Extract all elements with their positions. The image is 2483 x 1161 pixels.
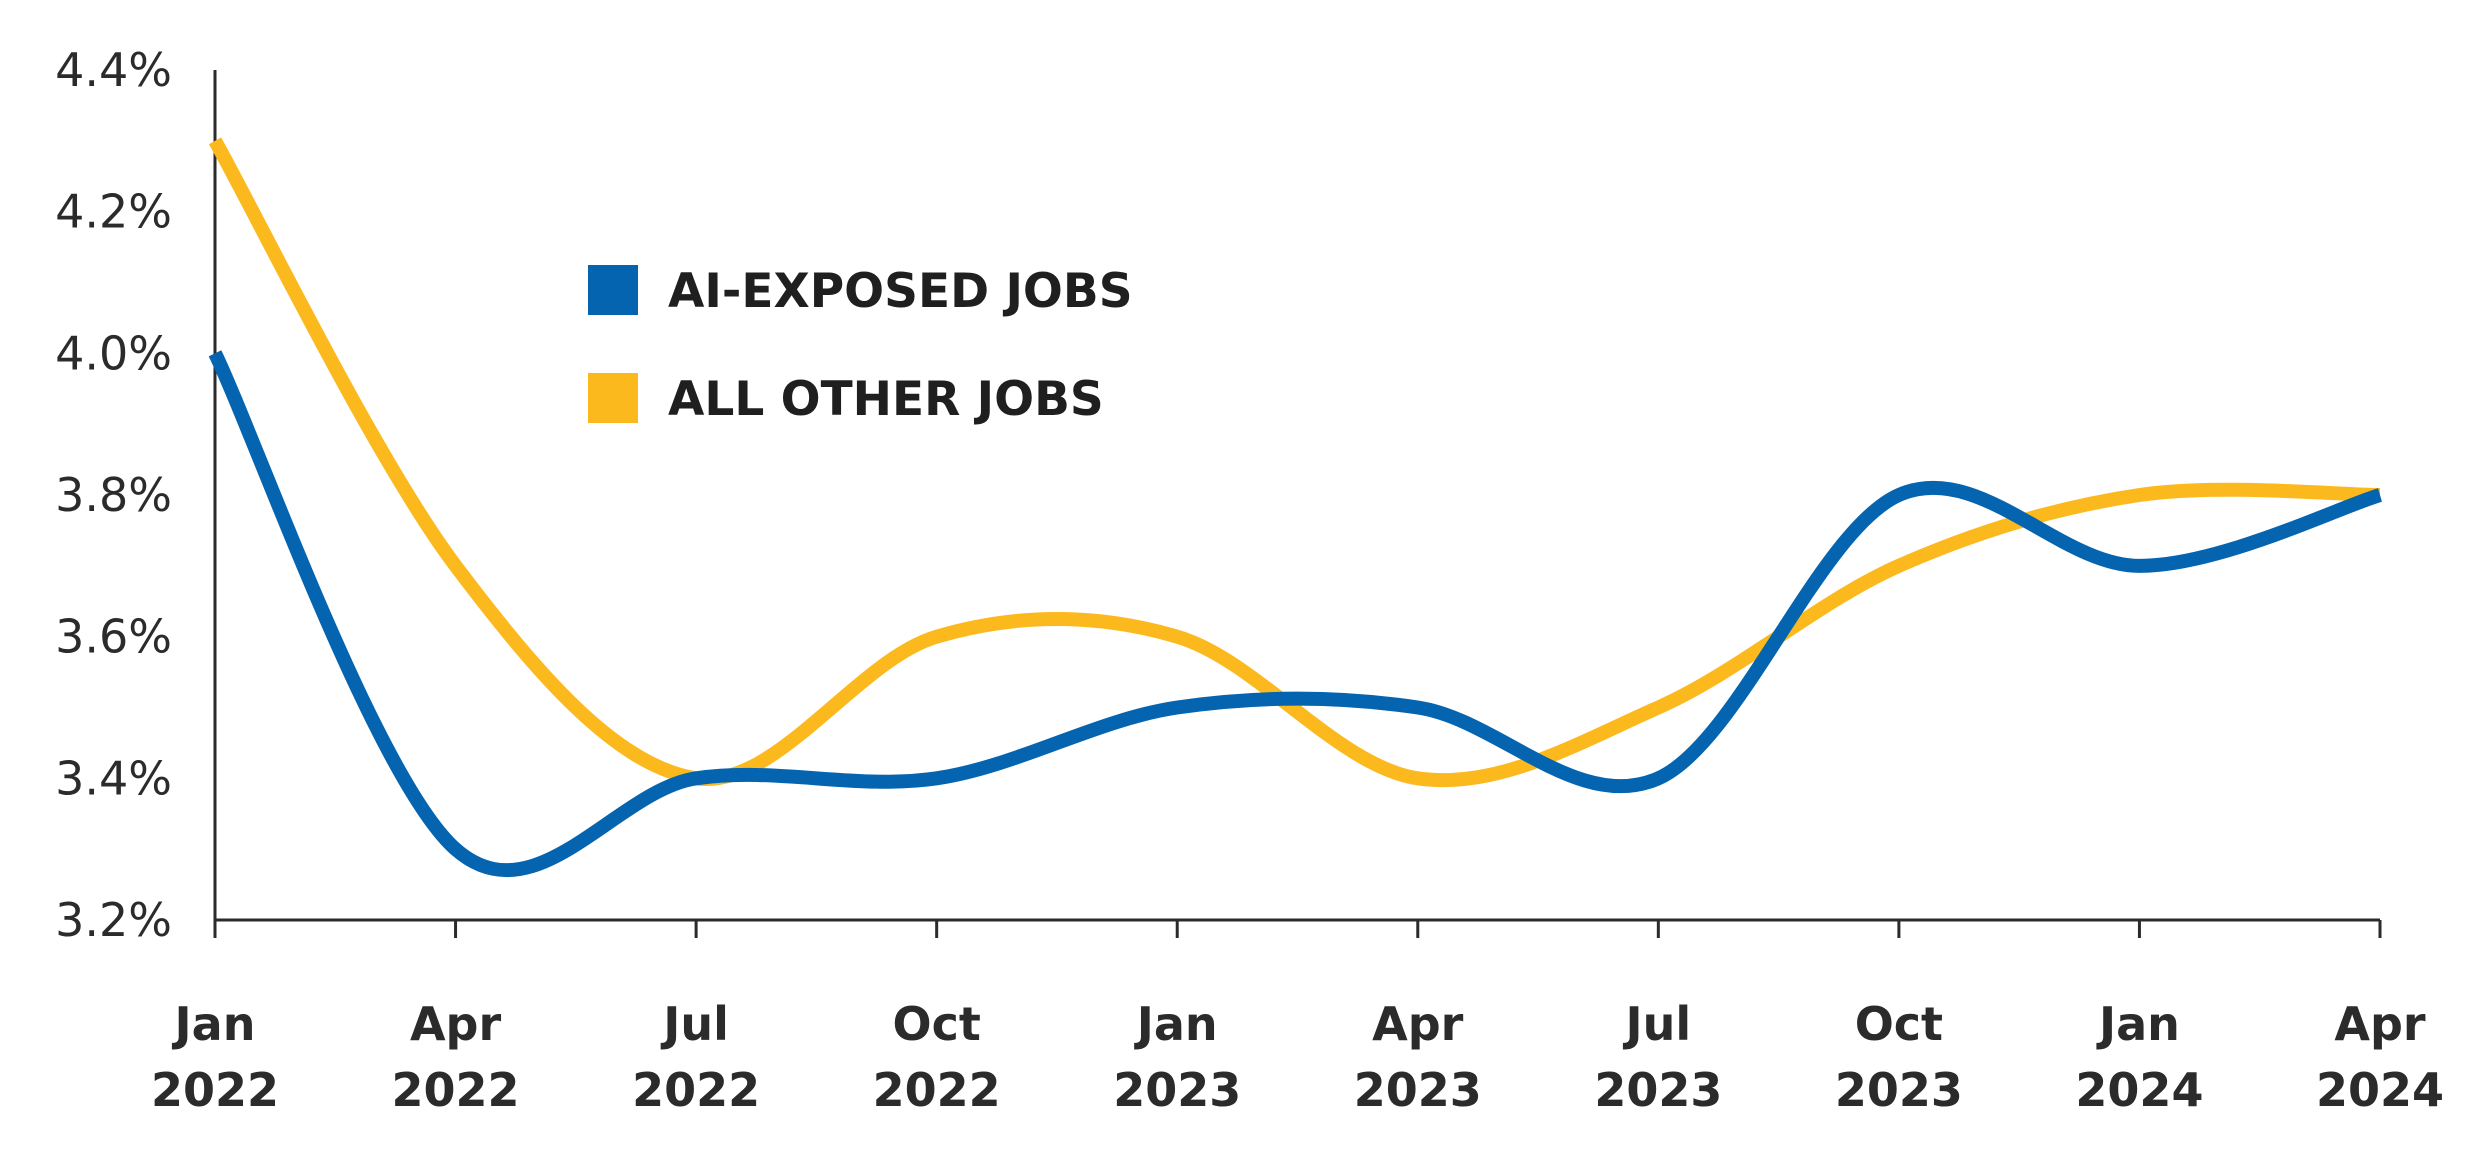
data-point-all-other-jobs bbox=[215, 140, 216, 141]
series-line-all-other-jobs bbox=[208, 137, 2381, 788]
data-point-all-other-jobs bbox=[2139, 495, 2140, 496]
x-tick-label-year: 2023 bbox=[1835, 1063, 1963, 1117]
x-tick-label: Oct 2022 bbox=[873, 997, 1001, 1117]
data-point-all-other-jobs bbox=[1898, 565, 1899, 566]
x-tick-label-month: Jul bbox=[1623, 997, 1692, 1051]
x-tick-label: Jan 2023 bbox=[1113, 997, 1241, 1117]
x-tick-label-year: 2022 bbox=[392, 1063, 520, 1117]
x-tick-label-month: Jan bbox=[172, 997, 256, 1051]
x-tick-label-year: 2024 bbox=[2075, 1063, 2203, 1117]
x-tick-label-month: Apr bbox=[1372, 997, 1464, 1051]
x-tick-label-month: Oct bbox=[1855, 997, 1943, 1051]
data-point-ai-exposed-jobs bbox=[2380, 495, 2381, 496]
x-tick-label-month: Apr bbox=[410, 997, 502, 1051]
data-point-ai-exposed-jobs bbox=[1417, 707, 1418, 708]
x-axis: Jan 2022 Apr 2022 Jul 2022 Oct 2022 Jan 2023 Apr 20… bbox=[151, 918, 2444, 1117]
data-point-ai-exposed-jobs bbox=[1658, 778, 1659, 779]
x-tick-label: Jul 2022 bbox=[632, 997, 760, 1117]
y-tick-label: 3.8% bbox=[55, 468, 172, 522]
x-tick-label-year: 2022 bbox=[632, 1063, 760, 1117]
x-tick-label-year: 2023 bbox=[1354, 1063, 1482, 1117]
legend-label: AI-EXPOSED JOBS bbox=[668, 264, 1133, 319]
x-tick-label-month: Oct bbox=[892, 997, 980, 1051]
x-tick-label-month: Jul bbox=[660, 997, 729, 1051]
x-tick-label-year: 2023 bbox=[1113, 1063, 1241, 1117]
legend-item: AI-EXPOSED JOBS bbox=[588, 264, 1133, 319]
data-point-ai-exposed-jobs bbox=[455, 849, 456, 850]
data-point-all-other-jobs bbox=[1177, 636, 1178, 637]
y-axis: 3.2% 3.4% 3.6% 3.8% 4.0% 4.2% 4.4% bbox=[55, 43, 217, 947]
y-tick-label: 3.4% bbox=[55, 751, 172, 805]
legend-label: ALL OTHER JOBS bbox=[668, 372, 1104, 427]
x-tick-label: Oct 2023 bbox=[1835, 997, 1963, 1117]
data-point-all-other-jobs bbox=[1417, 778, 1418, 779]
x-tick-label-year: 2023 bbox=[1594, 1063, 1722, 1117]
data-point-all-other-jobs bbox=[1658, 707, 1659, 708]
x-tick-label-month: Jan bbox=[2096, 997, 2180, 1051]
data-point-all-other-jobs bbox=[936, 636, 937, 637]
legend-item: ALL OTHER JOBS bbox=[588, 372, 1104, 427]
x-tick-label: Apr 2022 bbox=[392, 997, 520, 1117]
y-tick-label: 4.0% bbox=[55, 326, 172, 380]
x-tick-label: Jan 2022 bbox=[151, 997, 279, 1117]
x-tick-label-month: Jan bbox=[1134, 997, 1218, 1051]
x-tick-label: Apr 2024 bbox=[2316, 997, 2444, 1117]
x-tick-label: Jul 2023 bbox=[1594, 997, 1722, 1117]
data-point-ai-exposed-jobs bbox=[215, 353, 216, 354]
x-tick-label: Apr 2023 bbox=[1354, 997, 1482, 1117]
data-point-ai-exposed-jobs bbox=[1898, 495, 1899, 496]
x-tick-label: Jan 2024 bbox=[2075, 997, 2203, 1117]
x-tick-label-month: Apr bbox=[2334, 997, 2426, 1051]
x-tick-label-year: 2022 bbox=[151, 1063, 279, 1117]
series-line-ai-exposed-jobs bbox=[208, 350, 2383, 878]
y-tick-label: 3.6% bbox=[55, 610, 172, 664]
data-point-all-other-jobs bbox=[455, 565, 456, 566]
data-point-ai-exposed-jobs bbox=[1177, 707, 1178, 708]
data-point-ai-exposed-jobs bbox=[696, 778, 697, 779]
data-point-ai-exposed-jobs bbox=[936, 778, 937, 779]
x-tick-label-year: 2024 bbox=[2316, 1063, 2444, 1117]
x-tick-label-year: 2022 bbox=[873, 1063, 1001, 1117]
y-tick-label: 3.2% bbox=[55, 893, 172, 947]
series-layer bbox=[208, 137, 2383, 878]
legend-swatch bbox=[588, 265, 638, 315]
data-point-ai-exposed-jobs bbox=[2139, 565, 2140, 566]
legend-swatch bbox=[588, 373, 638, 423]
y-tick-label: 4.4% bbox=[55, 43, 172, 97]
y-tick-label: 4.2% bbox=[55, 185, 172, 239]
legend: AI-EXPOSED JOBS ALL OTHER JOBS bbox=[588, 264, 1133, 427]
